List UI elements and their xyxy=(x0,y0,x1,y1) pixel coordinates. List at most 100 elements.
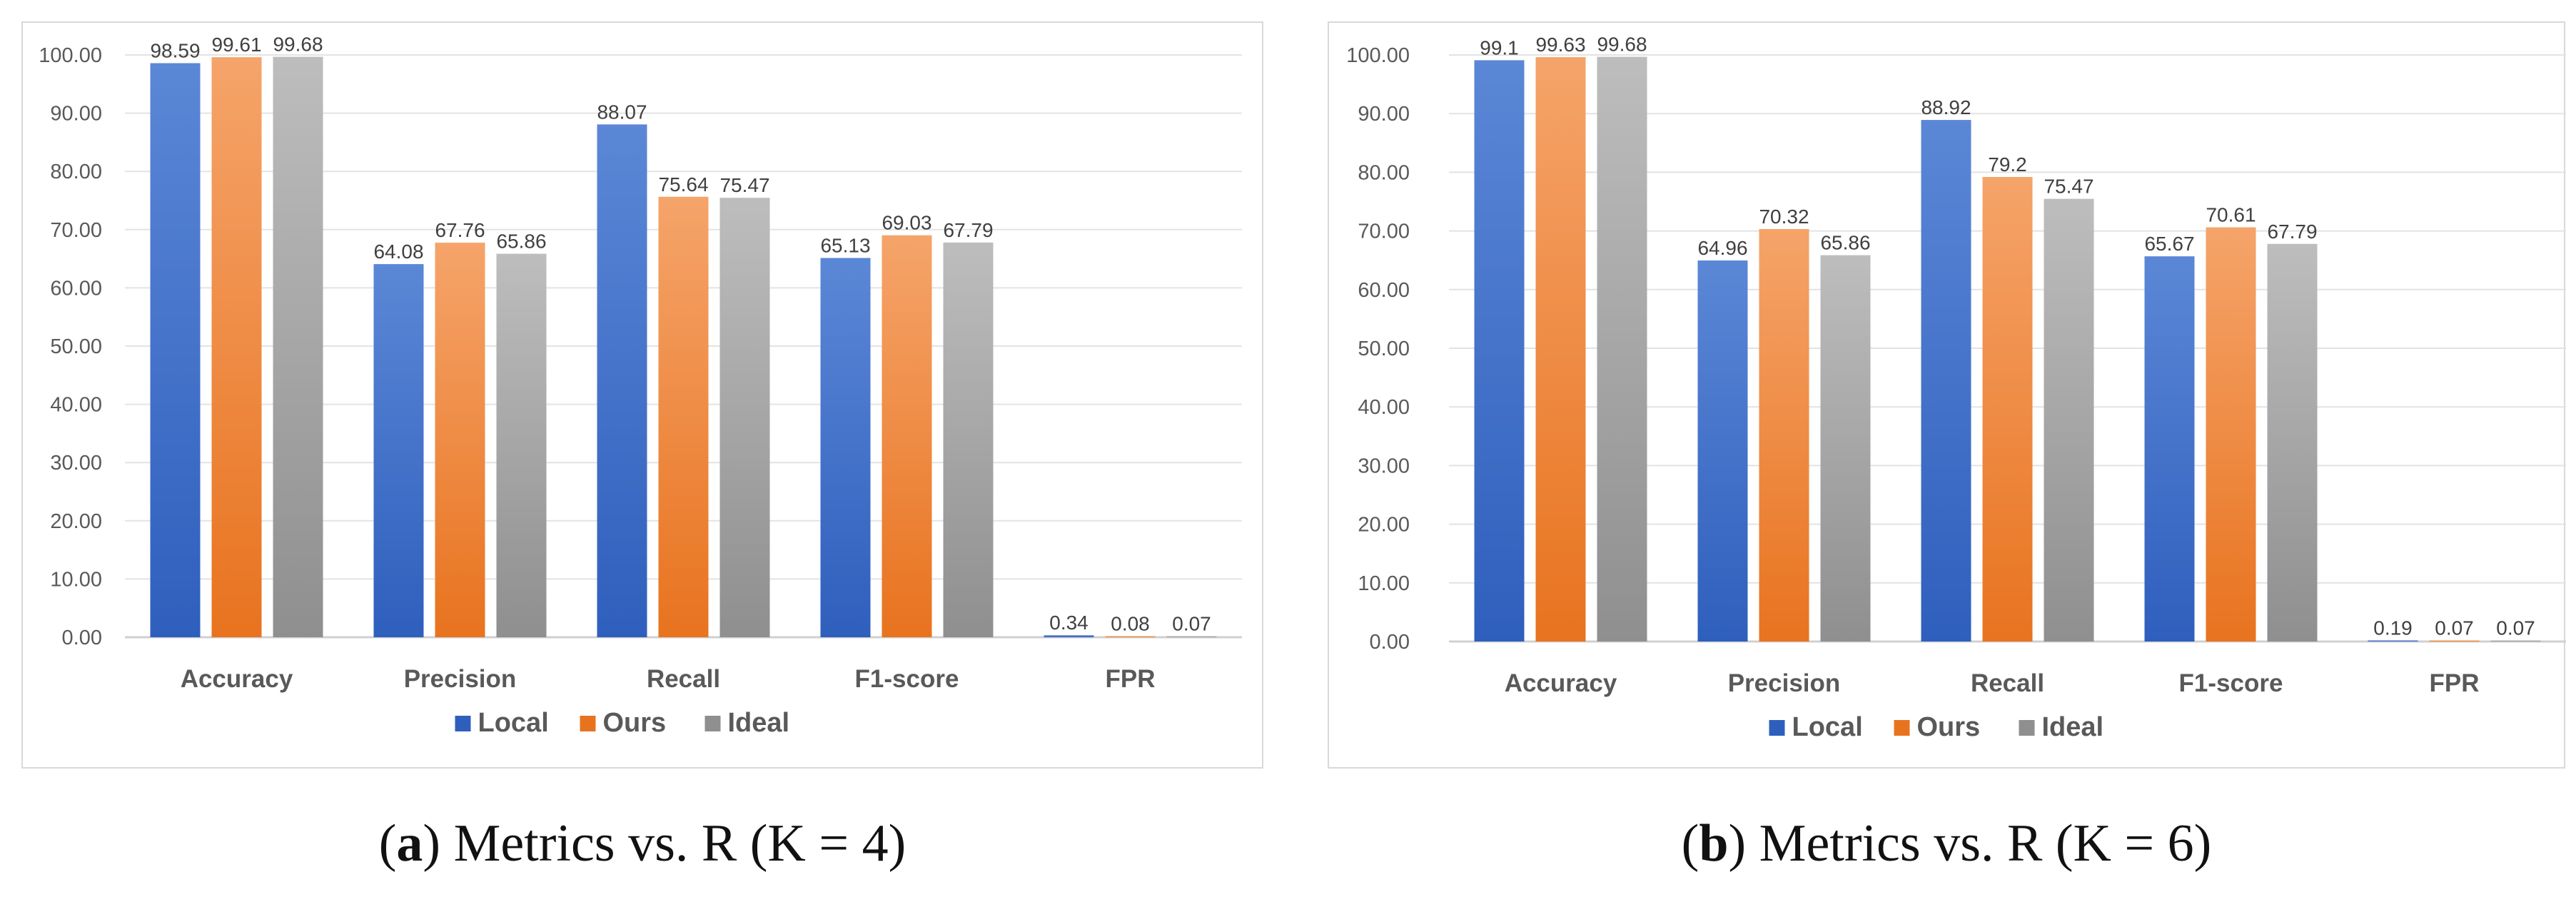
y-tick-label: 40.00 xyxy=(1358,396,1410,419)
legend-label-ideal: Ideal xyxy=(2042,712,2104,742)
chart-b: 0.00 10.00 20.00 30.00 40.00 50.00 60.00 70.00 8… xyxy=(1346,34,2566,742)
data-label: 67.76 xyxy=(435,219,485,241)
y-tick-label: 0.00 xyxy=(62,627,102,649)
bar-ideal xyxy=(943,242,994,637)
category-label: F1-score xyxy=(2179,669,2283,697)
legend-swatch-ideal xyxy=(2019,720,2035,736)
data-label: 64.96 xyxy=(1697,237,1747,259)
bar-local xyxy=(597,124,647,637)
y-tick-label: 10.00 xyxy=(1358,572,1410,595)
data-label: 75.64 xyxy=(658,173,708,196)
data-label: 64.08 xyxy=(373,240,423,263)
data-label: 0.19 xyxy=(2373,617,2413,639)
bar-ours xyxy=(882,235,932,637)
data-label: 75.47 xyxy=(2044,176,2093,198)
data-label: 0.07 xyxy=(2496,617,2535,639)
bar-local xyxy=(1044,635,1094,637)
bar-local xyxy=(1697,260,1748,642)
y-tick-label: 20.00 xyxy=(50,510,102,533)
legend-swatch-ideal xyxy=(704,716,721,731)
data-label: 65.86 xyxy=(1820,232,1870,254)
caption-b-letter: b xyxy=(1699,814,1729,873)
category-label: F1-score xyxy=(855,665,959,693)
bar-ours xyxy=(1982,176,2033,642)
data-label: 99.63 xyxy=(1535,34,1585,56)
data-label: 65.67 xyxy=(2144,233,2194,255)
category-label: Precision xyxy=(404,665,517,693)
y-tick-label: 30.00 xyxy=(50,452,102,475)
bar-ideal xyxy=(1597,56,1647,642)
category-label: FPR xyxy=(1106,665,1156,693)
data-label: 99.68 xyxy=(273,34,323,56)
data-label: 99.61 xyxy=(211,34,261,56)
data-label: 0.08 xyxy=(1111,613,1150,635)
caption-a: (a) Metrics vs. R (K = 4) xyxy=(378,814,906,873)
y-tick-label: 60.00 xyxy=(50,277,102,300)
y-tick-label: 70.00 xyxy=(1358,221,1410,243)
data-label: 75.47 xyxy=(719,174,769,196)
category-label: Recall xyxy=(647,665,720,693)
bar-local xyxy=(1921,120,1971,642)
legend-label-local: Local xyxy=(478,708,549,738)
y-tick-label: 100.00 xyxy=(39,44,102,67)
chart-a: 0.00 10.00 20.00 30.00 40.00 50.00 60.00 70.00 8… xyxy=(39,34,1242,738)
bar-ours xyxy=(2429,640,2480,642)
category-label: FPR xyxy=(2430,669,2480,697)
y-tick-label: 30.00 xyxy=(1358,455,1410,477)
y-tick-label: 20.00 xyxy=(1358,514,1410,537)
data-label: 70.61 xyxy=(2206,204,2256,226)
bar-local xyxy=(2144,256,2195,642)
y-tick-label: 50.00 xyxy=(50,335,102,358)
bar-ours xyxy=(2206,227,2256,642)
y-tick-label: 60.00 xyxy=(1358,279,1410,302)
bar-ideal xyxy=(2267,243,2318,642)
bar-ideal xyxy=(2490,640,2541,642)
data-label: 69.03 xyxy=(882,212,931,234)
y-tick-label: 50.00 xyxy=(1358,338,1410,360)
bar-ours xyxy=(658,196,709,637)
y-tick-label: 90.00 xyxy=(1358,103,1410,126)
category-label: Accuracy xyxy=(1505,669,1617,697)
bar-ours xyxy=(1105,636,1156,637)
y-tick-label: 0.00 xyxy=(1370,631,1410,654)
bar-local xyxy=(1474,60,1525,642)
y-tick-label: 10.00 xyxy=(50,568,102,591)
caption-a-letter: a xyxy=(396,814,423,873)
legend-label-ours: Ours xyxy=(1917,712,1981,742)
data-label: 99.1 xyxy=(1480,36,1519,59)
category-label: Precision xyxy=(1728,669,1841,697)
bar-ours xyxy=(435,243,485,638)
category-label: Accuracy xyxy=(181,665,293,693)
caption-b: (b) Metrics vs. R (K = 6) xyxy=(1681,814,2212,873)
bar-ours xyxy=(1759,228,1809,642)
data-label: 0.07 xyxy=(1172,613,1211,635)
legend-swatch-local xyxy=(455,716,471,731)
legend-label-ideal: Ideal xyxy=(728,708,790,738)
data-label: 65.86 xyxy=(496,230,546,253)
y-tick-label: 100.00 xyxy=(1346,44,1410,67)
data-label: 0.34 xyxy=(1049,612,1089,634)
bar-local xyxy=(373,264,424,638)
y-tick-label: 80.00 xyxy=(1358,161,1410,184)
y-tick-label: 80.00 xyxy=(50,161,102,183)
category-label: Recall xyxy=(1971,669,2044,697)
legend-swatch-ours xyxy=(1894,720,1910,736)
bar-ours xyxy=(1535,57,1586,642)
legend-label-ours: Ours xyxy=(603,708,667,738)
bar-ideal xyxy=(2044,198,2094,642)
bar-ours xyxy=(211,57,262,638)
bar-ideal xyxy=(1820,255,1871,642)
y-tick-label: 90.00 xyxy=(50,103,102,126)
bar-ideal xyxy=(719,198,770,637)
y-tick-label: 70.00 xyxy=(50,219,102,242)
data-label: 88.07 xyxy=(597,101,647,123)
data-label: 98.59 xyxy=(150,40,200,62)
legend-label-local: Local xyxy=(1792,712,1863,742)
bar-ideal xyxy=(496,253,547,637)
bar-local xyxy=(150,63,201,637)
caption-b-text: Metrics vs. R (K = 6) xyxy=(1759,814,2212,873)
caption-a-text: Metrics vs. R (K = 4) xyxy=(453,814,906,873)
data-label: 65.13 xyxy=(820,235,870,257)
data-label: 67.79 xyxy=(2267,221,2317,243)
data-label: 70.32 xyxy=(1759,206,1809,228)
